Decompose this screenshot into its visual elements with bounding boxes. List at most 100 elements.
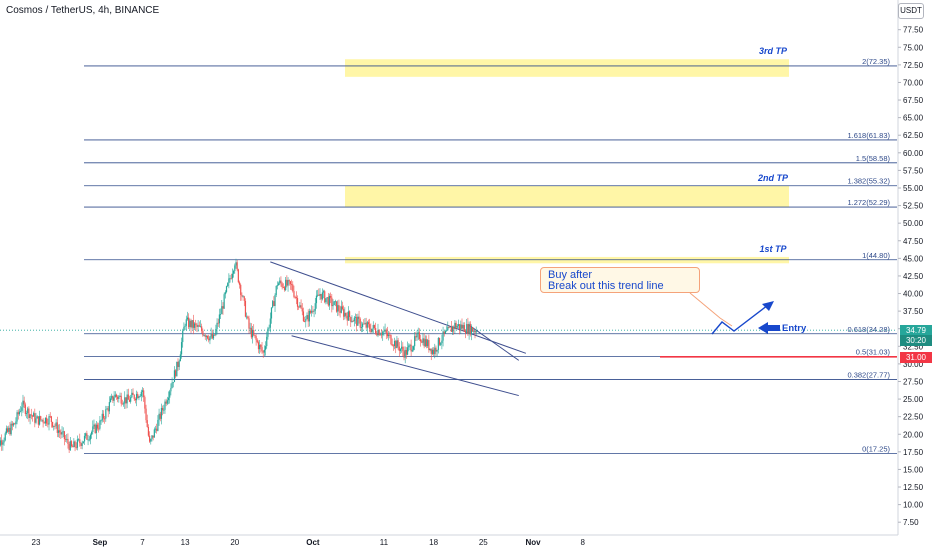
candle-body [218,314,221,324]
candle-body [237,269,239,283]
candle-body [92,426,94,432]
candle-body [108,402,110,412]
candle-body [175,370,177,377]
candle-body [359,318,361,328]
candle-body [344,312,346,317]
y-tick-label: 67.50 [903,96,924,105]
candle-body [69,441,71,451]
candle-body [204,335,206,337]
candle-body [236,262,238,270]
candle-body [475,331,477,333]
x-tick-label: 23 [32,538,41,547]
candle-body [429,348,431,350]
y-tick-label: 77.50 [903,26,924,35]
candle-body [17,412,19,415]
candle-body [435,347,437,352]
candle-body [1,440,3,445]
candle-body [441,340,443,344]
candle-body [82,441,84,444]
candle-body [100,420,102,422]
candle-body [433,349,435,355]
candle-body [201,326,203,331]
candle-body [46,417,48,424]
candle-body [141,390,144,392]
candle-body [145,408,147,421]
candle-body [56,422,58,433]
candle-body [393,340,396,347]
candle-body [468,323,470,334]
candle-body [345,312,347,316]
candle-body [166,400,168,404]
candle-body [339,310,341,313]
candle-body [37,416,39,425]
candle-body [146,420,148,427]
candle-body [217,322,219,324]
candle-body [404,349,406,358]
candle-body [254,334,256,337]
candle-body [101,413,103,421]
x-tick-label: 20 [230,538,239,547]
candle-body [248,318,250,329]
candle-body [242,296,244,298]
candle-body [474,331,476,333]
candle-body [263,349,265,353]
candle-body [273,301,275,307]
x-tick-label: Oct [306,538,320,547]
candle-body [35,418,37,423]
candle-body [472,327,474,332]
candle-body [60,432,62,435]
candle-body [434,347,436,355]
candle-body [437,337,439,350]
candle-body [299,305,301,307]
candle-body [469,323,471,335]
candle-body [313,310,315,312]
candle-body [96,424,99,429]
candle-body [225,286,228,293]
candle-body [221,306,223,315]
candle-body [408,345,410,348]
candle-body [276,285,278,287]
candle-body [466,324,468,334]
candle-body [61,431,63,435]
candle-body [251,330,254,338]
candle-body [5,428,8,434]
candle-body [80,443,82,446]
candle-body [4,433,6,441]
entry-arrow [758,322,780,334]
candle-body [3,440,5,443]
candle-body [459,324,461,330]
candle-body [18,411,21,415]
candle-body [231,273,234,279]
x-tick-label: 13 [181,538,190,547]
candle-body [436,349,438,352]
candle-body [369,324,371,330]
candle-body [285,279,287,291]
entry-label: Entry [782,323,807,334]
candle-body [321,292,323,300]
candle-body [376,333,378,336]
y-tick-label: 40.00 [903,290,924,299]
candle-body [206,335,209,339]
candle-body [173,370,176,383]
y-tick-label: 20.00 [903,430,924,439]
candle-body [319,293,321,296]
currency-button[interactable]: USDT [898,3,924,19]
candle-body [183,326,185,331]
candle-body [287,280,289,286]
candle-body [350,316,352,322]
candle-body [450,326,452,332]
candle-body [144,397,146,409]
candle-body [443,331,445,334]
y-tick-label: 55.00 [903,184,924,193]
candle-body [414,336,416,347]
candle-body [93,424,95,427]
candle-body [294,296,296,298]
candle-body [354,317,357,318]
candle-body [208,338,210,341]
candle-body [8,427,10,432]
candle-body [38,416,41,425]
y-tick-label: 37.50 [903,307,924,316]
candle-body [343,309,345,317]
candle-body [21,407,23,411]
